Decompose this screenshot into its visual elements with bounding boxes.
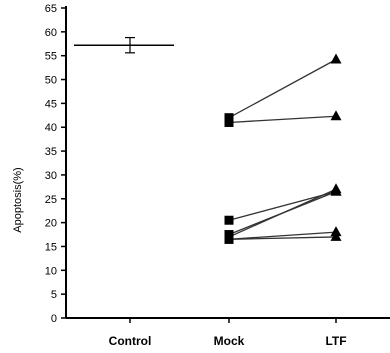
y-tick-label: 10 <box>45 265 57 277</box>
y-tick-label: 15 <box>45 241 57 253</box>
y-tick-label: 35 <box>45 146 57 158</box>
y-tick-label: 45 <box>45 98 57 110</box>
y-axis-label: Apoptosis(%) <box>12 167 24 232</box>
ltf-point <box>330 110 342 121</box>
paired-series <box>224 53 342 244</box>
ltf-point <box>330 53 342 64</box>
ltf-point <box>330 183 342 194</box>
paired-line <box>228 115 337 124</box>
x-category-label: Control <box>109 334 152 348</box>
paired-line <box>228 236 337 240</box>
y-tick-label: 30 <box>45 170 57 182</box>
x-category-label: Mock <box>214 334 245 348</box>
y-tick-label: 0 <box>51 313 57 325</box>
y-tick-label: 55 <box>45 51 57 63</box>
y-tick-label: 60 <box>45 27 57 39</box>
y-axis-ticks: 0 5 10 15 20 25 30 35 40 45 50 55 60 65 <box>45 3 66 325</box>
mock-point <box>224 234 234 244</box>
y-tick-label: 65 <box>45 3 57 15</box>
paired-line <box>228 231 337 240</box>
y-tick-label: 25 <box>45 194 57 206</box>
mock-point <box>224 113 234 123</box>
paired-line <box>228 188 337 238</box>
y-tick-label: 20 <box>45 218 57 230</box>
y-tick-label: 50 <box>45 75 57 87</box>
control-group <box>74 36 174 54</box>
y-tick-label: 40 <box>45 122 57 134</box>
paired-line <box>228 190 337 221</box>
x-axis-categories: Control Mock LTF <box>109 318 347 348</box>
x-category-label: LTF <box>325 334 346 348</box>
axes <box>65 6 390 319</box>
mock-point <box>224 215 234 225</box>
paired-line <box>228 58 337 119</box>
y-tick-label: 5 <box>51 289 57 301</box>
mock-point <box>224 117 234 127</box>
ltf-point <box>330 230 342 241</box>
